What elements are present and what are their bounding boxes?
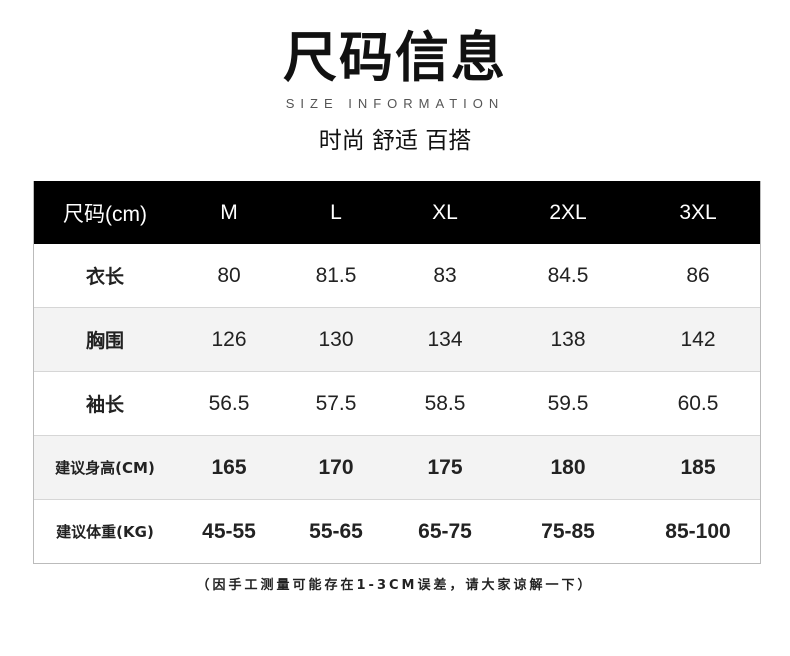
column-header-size: 尺码(cm)	[63, 202, 147, 226]
table-cell: 142	[680, 327, 716, 351]
table-cell: 55-65	[309, 519, 363, 543]
table-cell: 138	[550, 327, 586, 351]
row-label: 建议身高(CM)	[55, 459, 155, 477]
table-cell: 85-100	[665, 519, 731, 543]
table-cell: 81.5	[315, 263, 357, 287]
table-row-chest: 胸围 126 130 134 138 142	[34, 308, 760, 372]
table-cell: 185	[680, 455, 716, 479]
table-cell: 58.5	[424, 391, 466, 415]
table-row-length: 衣长 80 81.5 83 84.5 86	[34, 244, 760, 308]
row-label: 袖长	[85, 394, 124, 416]
column-header-m: M	[220, 200, 238, 224]
table-cell: 80	[217, 263, 241, 287]
column-header-xl: XL	[432, 200, 458, 224]
column-header-l: L	[330, 200, 342, 224]
table-cell: 56.5	[208, 391, 250, 415]
table-cell: 83	[433, 263, 457, 287]
slogan: 时尚 舒适 百搭	[318, 128, 472, 154]
table-cell: 130	[318, 327, 354, 351]
table-cell: 57.5	[315, 391, 357, 415]
table-cell: 75-85	[541, 519, 595, 543]
size-table: 尺码(cm) M L XL 2XL 3XL 衣长 80 81.5 83 84.5…	[33, 181, 761, 564]
table-cell: 60.5	[677, 391, 719, 415]
row-label: 建议体重(KG)	[56, 523, 154, 541]
row-label: 衣长	[85, 266, 124, 288]
table-cell: 180	[550, 455, 586, 479]
table-row-height: 建议身高(CM) 165 170 175 180 185	[34, 436, 760, 500]
page-subtitle: SIZE INFORMATION	[285, 96, 505, 111]
table-cell: 84.5	[547, 263, 589, 287]
row-label: 胸围	[85, 330, 124, 352]
table-row-sleeve: 袖长 56.5 57.5 58.5 59.5 60.5	[34, 372, 760, 436]
column-header-3xl: 3XL	[679, 200, 717, 224]
table-cell: 165	[211, 455, 247, 479]
table-cell: 170	[318, 455, 354, 479]
table-cell: 134	[427, 327, 463, 351]
table-cell: 59.5	[547, 391, 589, 415]
table-header-row: 尺码(cm) M L XL 2XL 3XL	[34, 181, 760, 244]
table-cell: 86	[686, 263, 710, 287]
table-cell: 45-55	[202, 519, 256, 543]
measurement-note: （因手工测量可能存在1-3CM误差，请大家谅解一下）	[196, 578, 594, 593]
table-cell: 126	[211, 327, 247, 351]
table-row-weight: 建议体重(KG) 45-55 55-65 65-75 75-85 85-100	[34, 500, 760, 563]
page-title: 尺码信息	[283, 26, 507, 89]
table-cell: 175	[427, 455, 463, 479]
table-cell: 65-75	[418, 519, 472, 543]
column-header-2xl: 2XL	[549, 200, 587, 224]
